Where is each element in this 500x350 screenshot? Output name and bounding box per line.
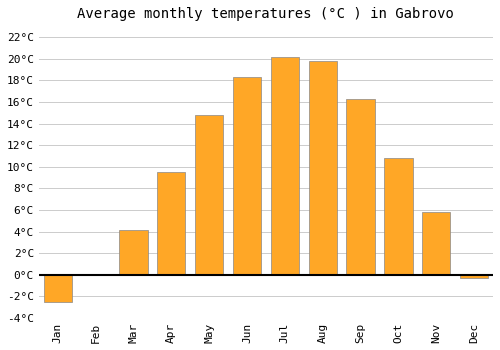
Bar: [346, 99, 375, 275]
Bar: [157, 172, 186, 275]
Bar: [44, 275, 72, 302]
Bar: [119, 230, 148, 275]
Bar: [233, 77, 261, 275]
Bar: [308, 61, 337, 275]
Bar: [422, 212, 450, 275]
Bar: [384, 158, 412, 275]
Bar: [195, 115, 224, 275]
Bar: [270, 56, 299, 275]
Bar: [460, 275, 488, 278]
Title: Average monthly temperatures (°C ) in Gabrovo: Average monthly temperatures (°C ) in Ga…: [78, 7, 454, 21]
